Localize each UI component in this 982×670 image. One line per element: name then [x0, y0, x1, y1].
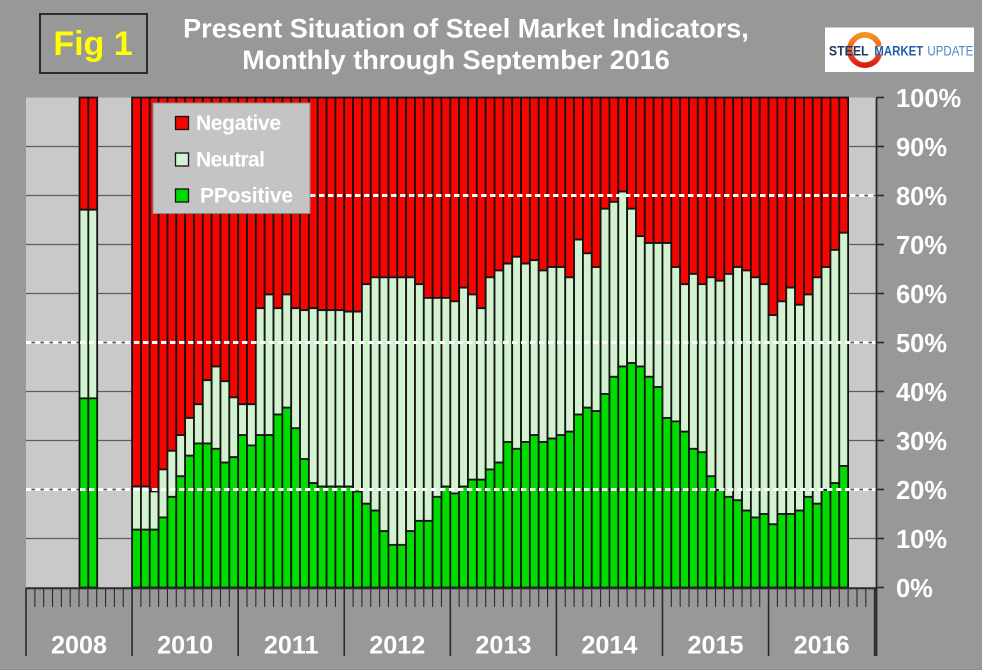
svg-text:90%: 90% — [896, 134, 947, 162]
svg-text:Neutral: Neutral — [196, 149, 265, 172]
svg-text:10%: 10% — [896, 526, 947, 554]
svg-text:20%: 20% — [896, 477, 947, 505]
svg-text:2013: 2013 — [475, 631, 531, 659]
svg-text:MARKET: MARKET — [874, 44, 924, 59]
svg-text:70%: 70% — [896, 232, 947, 260]
svg-text:Negative: Negative — [196, 112, 281, 135]
svg-text:STEEL: STEEL — [829, 44, 869, 59]
svg-text:2014: 2014 — [581, 631, 637, 659]
svg-text:40%: 40% — [896, 379, 947, 407]
svg-text:Monthly through September 2016: Monthly through September 2016 — [242, 45, 670, 75]
svg-text:2012: 2012 — [369, 631, 425, 659]
svg-text:50%: 50% — [896, 330, 947, 358]
svg-text:UPDATE: UPDATE — [927, 44, 973, 59]
svg-text:2016: 2016 — [794, 631, 850, 659]
svg-text:0%: 0% — [896, 575, 933, 603]
svg-text:PPositive: PPositive — [200, 185, 293, 208]
svg-text:2011: 2011 — [264, 631, 319, 659]
svg-text:2015: 2015 — [687, 631, 743, 659]
svg-text:2010: 2010 — [157, 631, 213, 659]
svg-text:Present Situation of Steel Mar: Present Situation of Steel Market Indica… — [183, 14, 749, 44]
svg-text:Fig 1: Fig 1 — [53, 25, 132, 63]
svg-text:30%: 30% — [896, 428, 947, 456]
svg-text:100%: 100% — [896, 85, 961, 113]
svg-text:80%: 80% — [896, 183, 947, 211]
svg-text:60%: 60% — [896, 281, 947, 309]
svg-text:2008: 2008 — [51, 631, 107, 659]
